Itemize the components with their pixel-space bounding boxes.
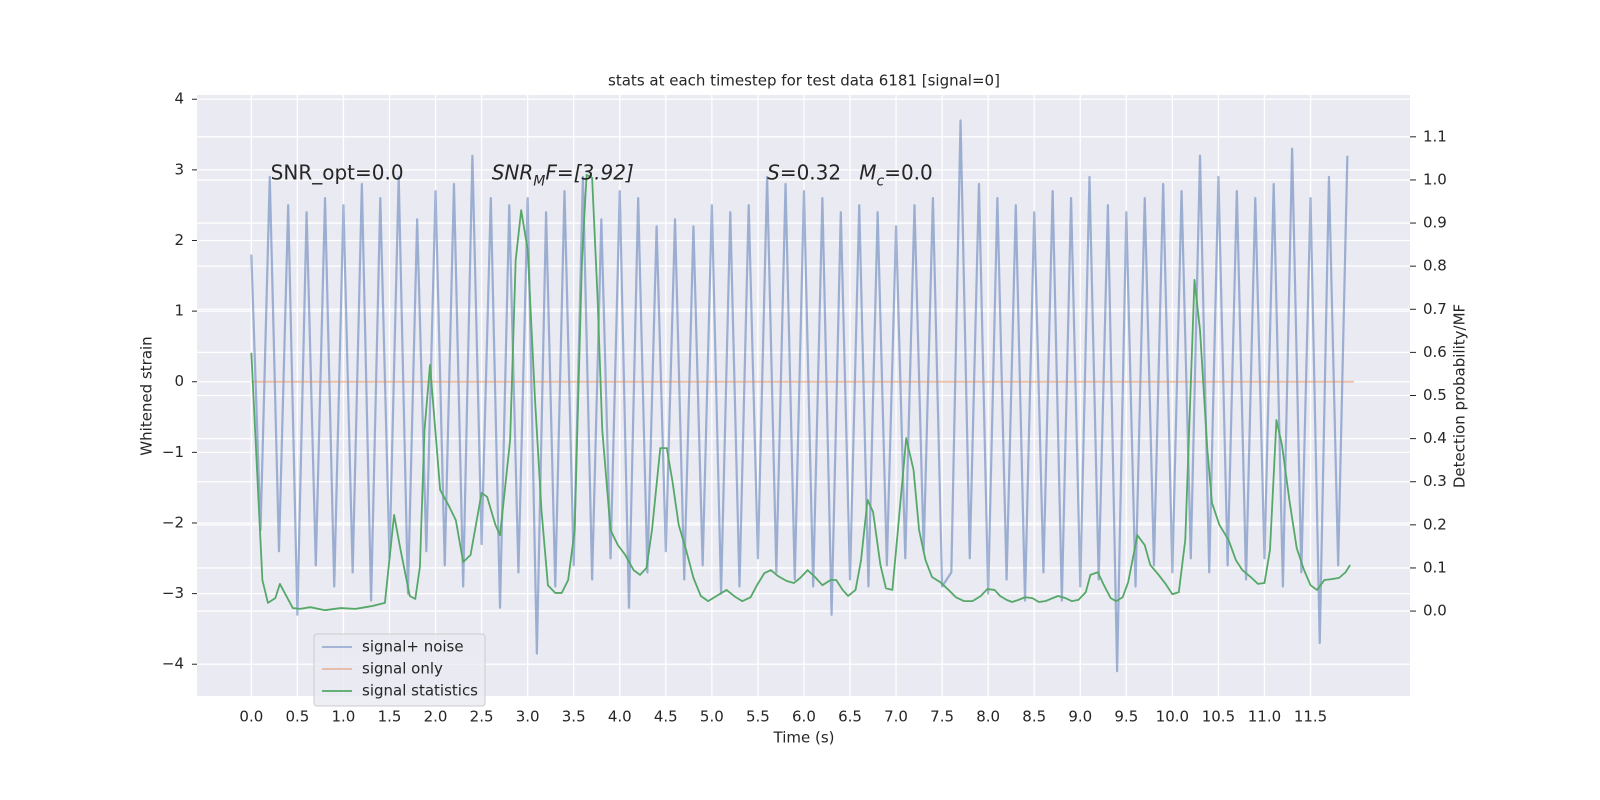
y-tick-label: −2 xyxy=(162,513,184,531)
x-tick-label: 0.0 xyxy=(239,708,263,726)
annotation: SNRMF=[3.92] xyxy=(492,160,634,190)
y-tick-label: 2 xyxy=(174,231,184,249)
x-tick-label: 4.0 xyxy=(608,708,632,726)
x-tick-label: 9.0 xyxy=(1068,708,1092,726)
x-tick-label: 11.5 xyxy=(1294,708,1327,726)
marks xyxy=(250,119,1354,673)
chart-title: stats at each timestep for test data 618… xyxy=(608,72,1000,90)
x-tick-label: 4.5 xyxy=(654,708,678,726)
annotation-part: c xyxy=(876,173,884,189)
annotation-part: M xyxy=(859,160,876,184)
y2-tick-label: 0.3 xyxy=(1423,472,1447,490)
y-tick-label: −3 xyxy=(162,584,184,602)
y2-tick-label: 0.7 xyxy=(1423,300,1447,318)
y2-tick-label: 0.8 xyxy=(1423,257,1447,275)
x-tick-label: 6.0 xyxy=(792,708,816,726)
x-tick-label: 8.0 xyxy=(976,708,1000,726)
y2-tick-label: 0.1 xyxy=(1423,558,1447,576)
x-tick-label: 2.5 xyxy=(470,708,494,726)
x-tick-label: 10.0 xyxy=(1156,708,1189,726)
y-tick-label: −4 xyxy=(162,655,184,673)
x-tick-label: 10.5 xyxy=(1202,708,1235,726)
annotation: S=0.32 xyxy=(767,160,841,184)
y-tick-label: 3 xyxy=(174,160,184,178)
y2-tick-label: 0.4 xyxy=(1423,429,1447,447)
x-tick-label: 1.5 xyxy=(378,708,402,726)
legend: signal+ noise signal only signal statistic… xyxy=(313,633,486,707)
series-line xyxy=(250,173,1351,612)
x-tick-label: 0.5 xyxy=(285,708,309,726)
labels: 0.0 0.5 1.0 1.5 2.0 2.5 3.0 3.5 4.0 4.5 5.0 5.5 6.0 6… xyxy=(162,90,1447,726)
annotation: Mc=0.0 xyxy=(859,160,933,190)
x-tick-label: 1.0 xyxy=(332,708,356,726)
x-axis-label: Time (s) xyxy=(773,729,835,747)
x-tick-label: 5.5 xyxy=(746,708,770,726)
annotation-part: SNR_opt=0.0 xyxy=(271,160,404,184)
y2-axis-label: Detection probability/MF xyxy=(1451,304,1469,488)
annotation-part: F=[3.92] xyxy=(545,160,633,184)
x-tick-label: 7.5 xyxy=(930,708,954,726)
annotation-part: SNR xyxy=(492,160,534,184)
series-line xyxy=(250,119,1349,673)
annotation-part: M xyxy=(533,173,545,189)
annotation-part: =0.32 xyxy=(780,160,841,184)
y2-tick-label: 0.0 xyxy=(1423,602,1447,620)
legend-label: signal statistics xyxy=(362,682,478,700)
x-tick-label: 7.0 xyxy=(884,708,908,726)
y-tick-label: 1 xyxy=(174,302,184,320)
x-tick-label: 11.0 xyxy=(1248,708,1281,726)
y-axis-label: Whitened strain xyxy=(138,336,156,455)
legend-label: signal only xyxy=(362,660,443,678)
y-tick-label: 0 xyxy=(174,372,184,390)
y2-tick-label: 0.2 xyxy=(1423,515,1447,533)
x-tick-label: 6.5 xyxy=(838,708,862,726)
x-tick-label: 3.5 xyxy=(562,708,586,726)
x-tick-label: 8.5 xyxy=(1022,708,1046,726)
annotation-part: =0.0 xyxy=(884,160,933,184)
y2-tick-label: 1.0 xyxy=(1423,170,1447,188)
x-tick-label: 5.0 xyxy=(700,708,724,726)
y-tick-label: 4 xyxy=(174,90,184,108)
y-tick-label: −1 xyxy=(162,443,184,461)
annotation: SNR_opt=0.0 xyxy=(271,160,404,184)
x-tick-label: 2.0 xyxy=(424,708,448,726)
y2-tick-label: 0.9 xyxy=(1423,214,1447,232)
x-tick-label: 9.5 xyxy=(1114,708,1138,726)
legend-label: signal+ noise xyxy=(362,638,464,656)
legend-box xyxy=(313,633,486,707)
y2-tick-label: 0.5 xyxy=(1423,386,1447,404)
x-tick-label: 3.0 xyxy=(516,708,540,726)
y2-tick-label: 0.6 xyxy=(1423,343,1447,361)
annotation-part: S xyxy=(767,160,780,184)
y2-tick-label: 1.1 xyxy=(1423,127,1447,145)
